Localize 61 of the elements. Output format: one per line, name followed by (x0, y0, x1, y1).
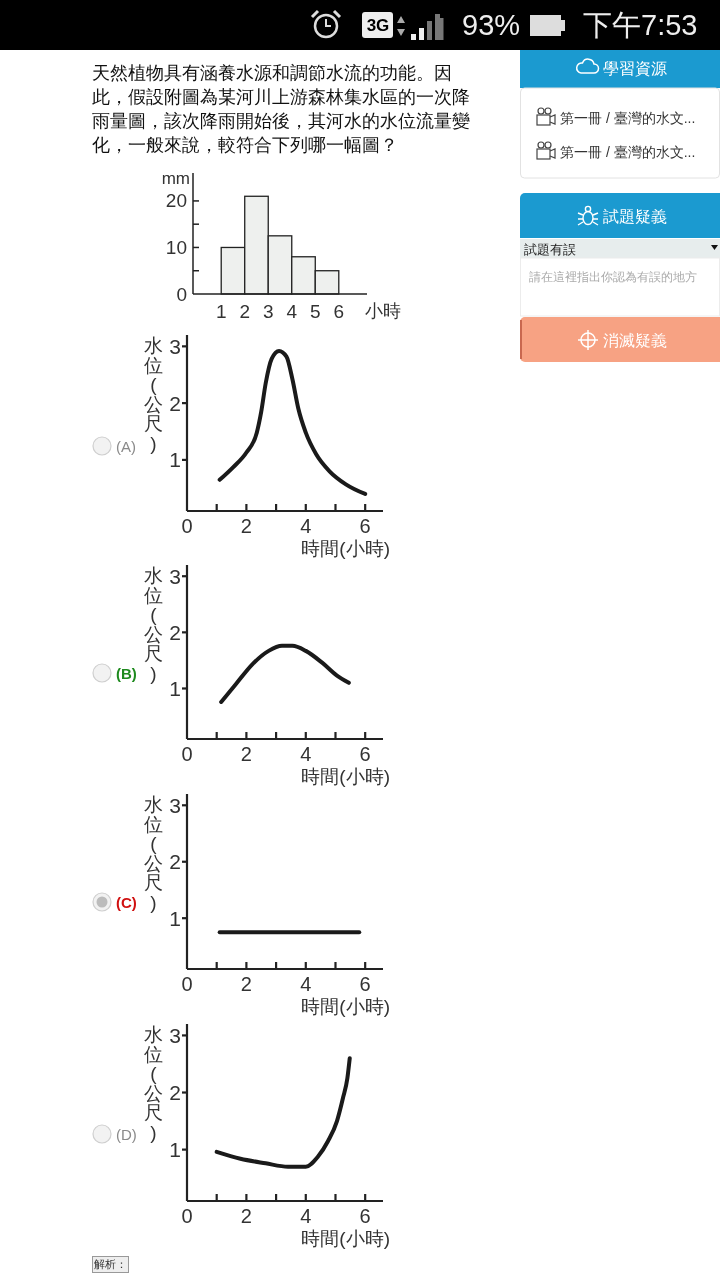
y-tick-label: 1 (169, 906, 181, 930)
y-tick-label: 3 (169, 334, 181, 358)
x-tick-label: 2 (240, 1205, 252, 1227)
text: 消滅疑義 (603, 331, 667, 349)
text: 試題有誤 (524, 241, 576, 257)
x-tick-label: 1 (215, 300, 227, 322)
line-series (217, 348, 368, 496)
y-tick-label: 2 (169, 850, 181, 874)
y-axis-title: 水位(公尺) (144, 794, 163, 913)
y-tick-label: 10 (165, 236, 187, 258)
x-tick-label: 4 (286, 300, 298, 322)
x-tick-label: 6 (359, 515, 371, 537)
y-axis-title: mm (161, 168, 190, 188)
text: 解析： (92, 1256, 129, 1273)
y-tick-label: 3 (169, 564, 181, 588)
text: 93% (462, 9, 521, 41)
x-axis-title: 時間(小時) (301, 765, 390, 787)
text: (A) (116, 437, 136, 455)
y-axis-title: 水位(公尺) (144, 1024, 163, 1143)
y-tick-label: 20 (165, 190, 187, 212)
y-tick-label: 1 (169, 1138, 181, 1162)
x-tick-label: 2 (240, 973, 252, 995)
x-axis-title: 時間(小時) (301, 1227, 390, 1249)
x-axis-title: 時間(小時) (301, 995, 390, 1017)
text: 第一冊 / 臺灣的水文... (560, 110, 696, 126)
y-tick-label: 3 (169, 793, 181, 817)
text: 下午7:53 (583, 9, 698, 41)
line-series (214, 1056, 352, 1169)
x-tick-label: 4 (300, 1205, 312, 1227)
x-tick-label: 6 (359, 1205, 371, 1227)
y-tick-label: 2 (169, 620, 181, 644)
text: (D) (116, 1125, 137, 1143)
text: (B) (116, 664, 137, 682)
y-tick-label: 2 (169, 391, 181, 415)
y-axis-title: 水位(公尺) (144, 335, 163, 454)
x-tick-label: 4 (300, 743, 312, 765)
y-tick-label: 0 (176, 283, 187, 305)
x-tick-label: 4 (300, 973, 312, 995)
x-tick-label: 5 (309, 300, 321, 322)
text: 學習資源 (603, 59, 667, 77)
x-tick-label: 3 (262, 300, 274, 322)
x-tick-label: 4 (300, 515, 312, 537)
x-tick-label: 6 (359, 973, 371, 995)
y-tick-label: 2 (169, 1081, 181, 1105)
y-tick-label: 3 (169, 1023, 181, 1047)
text: (C) (116, 893, 137, 911)
x-tick-label: 2 (239, 300, 251, 322)
x-tick-label: 6 (333, 300, 345, 322)
x-tick-label: 2 (240, 743, 252, 765)
text: 請在這裡指出你認為有誤的地方 (529, 270, 697, 284)
x-axis-title: 小時 (365, 301, 401, 321)
chart-title: 天然植物具有涵養水源和調節水流的功能。因此，假設附圖為某河川上游森林集水區的一次降雨量圖，該次降雨開始後，其河水的水位流量變化，一般來說，較符合下列哪一幅圖？ (92, 62, 471, 157)
x-tick-label: 6 (359, 743, 371, 765)
y-axis-title: 水位(公尺) (144, 565, 163, 684)
x-tick-label: 2 (240, 515, 252, 537)
y-tick-label: 1 (169, 676, 181, 700)
text: 第一冊 / 臺灣的水文... (560, 144, 696, 160)
line-series (219, 643, 351, 704)
text: 試題疑義 (603, 207, 667, 225)
y-tick-label: 1 (169, 448, 181, 472)
x-axis-title: 時間(小時) (301, 537, 390, 559)
